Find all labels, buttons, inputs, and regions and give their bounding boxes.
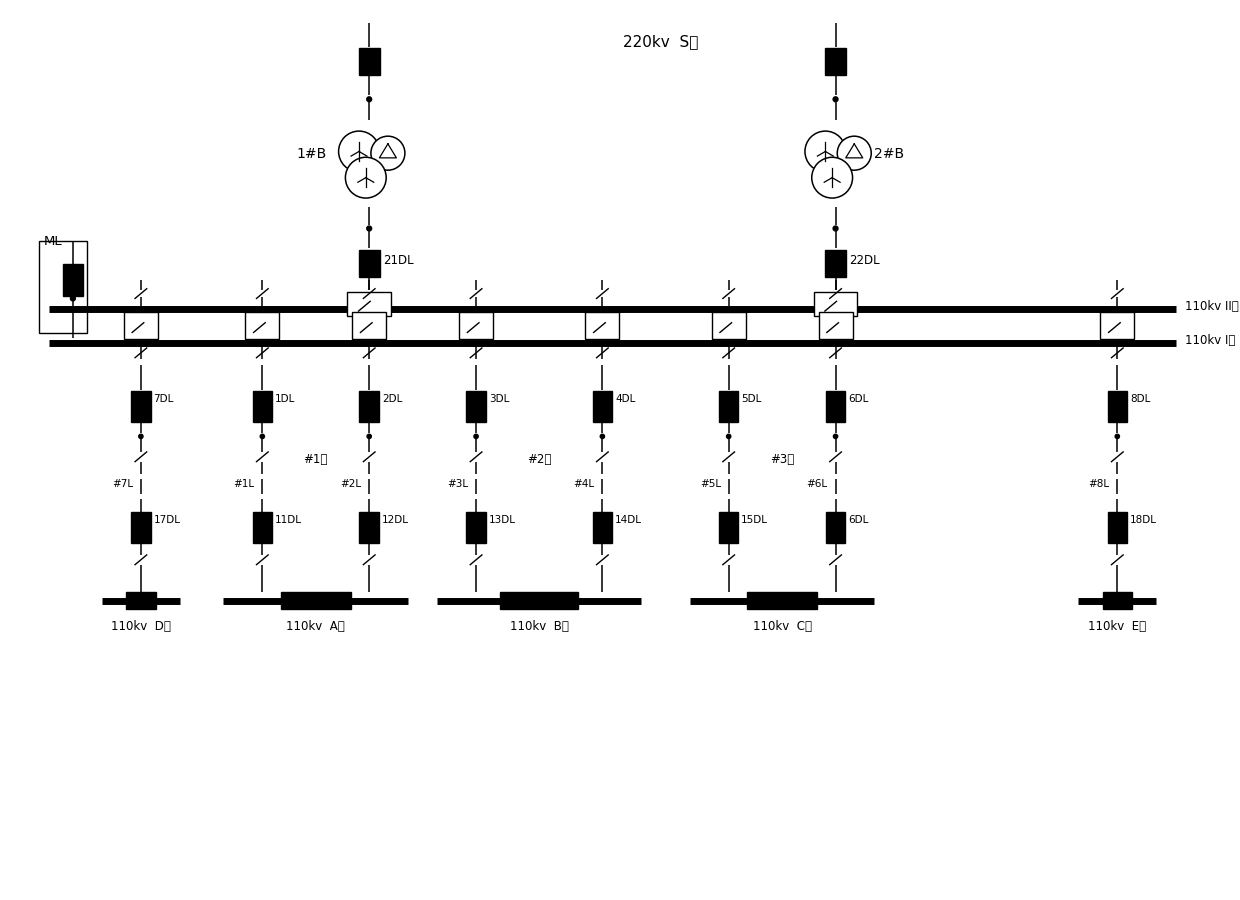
Text: 21DL: 21DL bbox=[383, 254, 413, 267]
Bar bbox=[360, 512, 379, 544]
Text: 1DL: 1DL bbox=[275, 393, 295, 403]
Text: 110kv  D站: 110kv D站 bbox=[110, 620, 171, 633]
Text: 110kv  E站: 110kv E站 bbox=[1089, 620, 1146, 633]
Bar bbox=[813, 292, 857, 317]
Text: 18DL: 18DL bbox=[1130, 515, 1157, 525]
Text: #1环: #1环 bbox=[304, 454, 327, 466]
Text: 8DL: 8DL bbox=[1130, 393, 1151, 403]
Bar bbox=[712, 312, 745, 339]
Bar bbox=[593, 512, 613, 544]
Text: 15DL: 15DL bbox=[742, 515, 769, 525]
Circle shape bbox=[837, 136, 872, 170]
Bar bbox=[719, 512, 738, 544]
Text: 6DL: 6DL bbox=[848, 515, 868, 525]
Text: 110kv  A站: 110kv A站 bbox=[286, 620, 345, 633]
Bar bbox=[1107, 512, 1127, 544]
Bar bbox=[825, 250, 846, 277]
Text: 4DL: 4DL bbox=[615, 393, 635, 403]
Circle shape bbox=[805, 131, 846, 172]
Text: 13DL: 13DL bbox=[489, 515, 516, 525]
Circle shape bbox=[833, 226, 838, 231]
Bar bbox=[826, 512, 846, 544]
Bar bbox=[1100, 312, 1135, 339]
Text: 1#B: 1#B bbox=[296, 147, 326, 161]
Text: 110kv II母: 110kv II母 bbox=[1185, 300, 1239, 312]
Bar bbox=[719, 391, 738, 422]
Text: #2环: #2环 bbox=[527, 454, 552, 466]
Text: 220kv  S站: 220kv S站 bbox=[622, 34, 698, 50]
Text: 11DL: 11DL bbox=[275, 515, 303, 525]
Bar bbox=[466, 391, 486, 422]
Bar bbox=[466, 512, 486, 544]
Bar bbox=[459, 312, 494, 339]
Circle shape bbox=[367, 97, 372, 102]
Text: 5DL: 5DL bbox=[742, 393, 761, 403]
Bar bbox=[352, 312, 386, 339]
Circle shape bbox=[833, 435, 838, 438]
Text: #5L: #5L bbox=[699, 479, 720, 489]
Circle shape bbox=[812, 158, 853, 198]
Text: #8L: #8L bbox=[1089, 479, 1110, 489]
Bar bbox=[825, 48, 846, 75]
Bar bbox=[746, 592, 817, 609]
Circle shape bbox=[367, 226, 372, 231]
Text: #2L: #2L bbox=[340, 479, 361, 489]
Circle shape bbox=[339, 131, 379, 172]
Bar bbox=[818, 312, 853, 339]
Bar bbox=[124, 312, 157, 339]
Text: 2#B: 2#B bbox=[874, 147, 904, 161]
Bar bbox=[126, 592, 156, 609]
Circle shape bbox=[139, 435, 143, 438]
Text: 17DL: 17DL bbox=[154, 515, 181, 525]
Bar bbox=[360, 391, 379, 422]
Text: 110kv  C站: 110kv C站 bbox=[753, 620, 812, 633]
Bar bbox=[280, 592, 351, 609]
Text: #3L: #3L bbox=[448, 479, 469, 489]
Text: ML: ML bbox=[43, 235, 62, 248]
Bar bbox=[131, 391, 150, 422]
Text: #7L: #7L bbox=[112, 479, 133, 489]
Bar bbox=[1102, 592, 1132, 609]
Text: 110kv I母: 110kv I母 bbox=[1185, 334, 1236, 346]
Bar bbox=[501, 592, 578, 609]
Circle shape bbox=[833, 97, 838, 102]
Bar bbox=[253, 512, 272, 544]
Bar bbox=[593, 391, 613, 422]
Circle shape bbox=[346, 158, 386, 198]
Text: #6L: #6L bbox=[807, 479, 828, 489]
Text: 2DL: 2DL bbox=[382, 393, 402, 403]
Text: 7DL: 7DL bbox=[154, 393, 174, 403]
Bar bbox=[358, 250, 379, 277]
Circle shape bbox=[600, 435, 605, 438]
Circle shape bbox=[727, 435, 730, 438]
Circle shape bbox=[71, 296, 76, 301]
Circle shape bbox=[367, 435, 371, 438]
Bar bbox=[1107, 391, 1127, 422]
Bar bbox=[246, 312, 279, 339]
Text: 12DL: 12DL bbox=[382, 515, 409, 525]
Text: 14DL: 14DL bbox=[615, 515, 642, 525]
Text: #1L: #1L bbox=[233, 479, 254, 489]
Text: 110kv  B站: 110kv B站 bbox=[510, 620, 569, 633]
Bar bbox=[358, 48, 379, 75]
Circle shape bbox=[1115, 435, 1120, 438]
Bar bbox=[38, 241, 88, 333]
Text: 22DL: 22DL bbox=[849, 254, 879, 267]
Circle shape bbox=[474, 435, 479, 438]
Bar bbox=[347, 292, 391, 317]
Circle shape bbox=[371, 136, 405, 170]
Bar bbox=[253, 391, 272, 422]
Bar bbox=[63, 265, 83, 295]
Text: 3DL: 3DL bbox=[489, 393, 510, 403]
Text: #3环: #3环 bbox=[770, 454, 795, 466]
Bar bbox=[585, 312, 619, 339]
Text: #4L: #4L bbox=[573, 479, 595, 489]
Text: 6DL: 6DL bbox=[848, 393, 868, 403]
Bar bbox=[131, 512, 150, 544]
Bar bbox=[826, 391, 846, 422]
Circle shape bbox=[260, 435, 264, 438]
